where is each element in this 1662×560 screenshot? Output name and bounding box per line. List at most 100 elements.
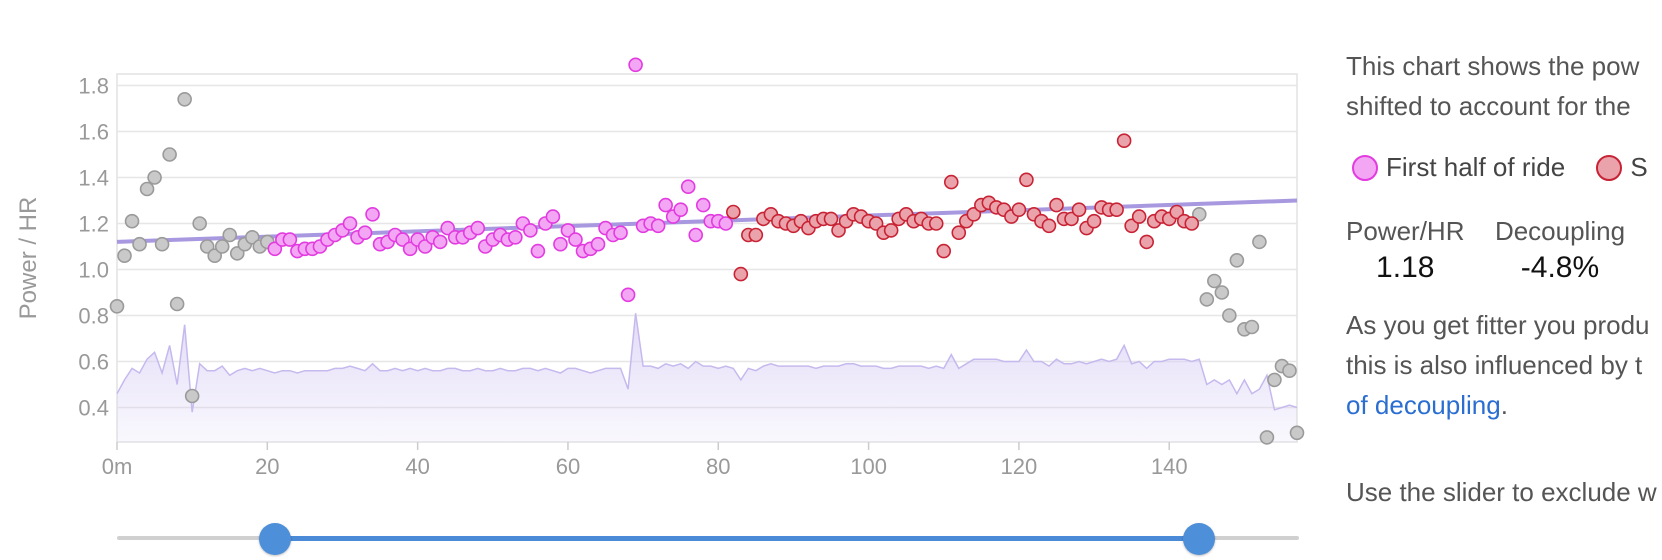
legend-label: First half of ride (1386, 152, 1566, 182)
legend-label: S (1630, 152, 1648, 182)
data-point (1116, 133, 1132, 148)
data-points-layer (109, 57, 1305, 445)
data-point (545, 209, 561, 224)
data-point (823, 211, 839, 227)
data-point (966, 207, 982, 222)
data-point (432, 234, 448, 250)
data-point (1252, 234, 1267, 250)
data-point (365, 207, 380, 222)
data-point (117, 248, 132, 263)
power-area-line (116, 313, 1298, 413)
data-point (1109, 202, 1124, 217)
y-tick-label: 0.4 (78, 396, 109, 421)
data-point (207, 248, 223, 263)
data-point (680, 179, 696, 194)
data-point (523, 223, 538, 238)
data-point (139, 181, 155, 197)
data-point (1282, 363, 1297, 379)
data-point (1131, 209, 1147, 224)
data-point (1267, 372, 1282, 388)
y-tick-label: 1.4 (78, 166, 109, 191)
chart-legend: First half of ride S (1352, 152, 1662, 188)
data-point (1184, 216, 1200, 231)
range-slider-end-handle[interactable] (1183, 523, 1216, 555)
data-point (1289, 425, 1305, 441)
data-point (395, 232, 410, 247)
data-point (342, 216, 358, 231)
data-point (1169, 204, 1185, 220)
data-point (1064, 211, 1079, 227)
data-point (1229, 252, 1245, 268)
x-tick-label: 140 (1151, 454, 1188, 479)
data-point (470, 220, 486, 236)
data-point (748, 227, 764, 243)
stat-power-hr: Power/HR 1.18 (1346, 216, 1464, 285)
ride-stats: Power/HR 1.18 Decoupling -4.8% (1346, 216, 1651, 285)
data-point (229, 246, 245, 261)
decoupling-link[interactable]: of decoupling (1346, 390, 1501, 420)
stat-label: Power/HR (1346, 216, 1465, 246)
data-point (154, 236, 170, 252)
x-tick-label: 120 (1001, 454, 1038, 479)
slider-hint-text: Use the slider to exclude w (1346, 477, 1657, 507)
data-point (267, 241, 283, 257)
range-slider-start-handle[interactable] (258, 523, 291, 555)
data-point (673, 202, 688, 217)
data-point (726, 204, 741, 220)
x-tick-label: 100 (850, 454, 887, 479)
x-tick-label: 0m (102, 454, 133, 479)
data-point (831, 223, 846, 238)
chart-description: This chart shows the pow shifted to acco… (1346, 46, 1662, 126)
data-point (1086, 213, 1102, 229)
data-point (1139, 234, 1154, 250)
data-point (162, 147, 177, 162)
data-point (936, 243, 952, 259)
x-tick-label: 80 (706, 454, 730, 479)
data-point (695, 197, 711, 213)
data-point (1244, 319, 1260, 335)
power-area-layer (116, 313, 1298, 442)
link-suffix: . (1500, 390, 1508, 420)
data-point (124, 213, 140, 229)
legend-item-second-half: S (1596, 152, 1648, 183)
y-tick-label: 0.6 (78, 350, 109, 375)
data-point (1207, 273, 1222, 289)
data-point (628, 57, 643, 73)
data-point (417, 239, 433, 254)
data-point (951, 225, 967, 240)
data-point (530, 243, 546, 259)
data-point (620, 287, 636, 303)
explanation-line: of decoupling. (1346, 385, 1662, 425)
data-point (1124, 218, 1139, 234)
x-tick-label: 60 (556, 454, 580, 479)
data-point (1041, 218, 1057, 234)
axes-layer: 0.4 0.6 0.8 1.0 1.2 1.4 1.6 1.8 0m 20 40 60 80 100 120… (15, 74, 1188, 480)
data-point (132, 236, 147, 252)
y-axis-label: Power / HR (15, 197, 42, 320)
y-tick-label: 1.0 (78, 258, 109, 283)
data-point (688, 227, 704, 243)
data-point (718, 216, 734, 231)
data-point (109, 298, 125, 314)
data-point (169, 296, 185, 312)
data-point (1049, 197, 1064, 213)
y-tick-label: 1.6 (78, 120, 109, 145)
legend-item-first-half: First half of ride (1352, 152, 1565, 183)
data-point (199, 239, 215, 254)
data-point (402, 241, 418, 257)
data-point (658, 197, 673, 213)
data-point (184, 388, 200, 404)
explanation-line: As you get fitter you produ (1346, 310, 1650, 340)
explanation-line: this is also influenced by t (1346, 350, 1643, 380)
data-point (553, 236, 568, 252)
data-point (357, 225, 373, 240)
data-point (1019, 172, 1034, 188)
y-tick-label: 1.8 (78, 74, 109, 99)
y-tick-label: 0.8 (78, 304, 109, 329)
data-point (222, 227, 238, 243)
data-point (508, 230, 523, 245)
data-point (883, 223, 899, 238)
legend-swatch-icon (1596, 154, 1623, 181)
fitness-explanation: As you get fitter you produ this is also… (1346, 305, 1662, 425)
